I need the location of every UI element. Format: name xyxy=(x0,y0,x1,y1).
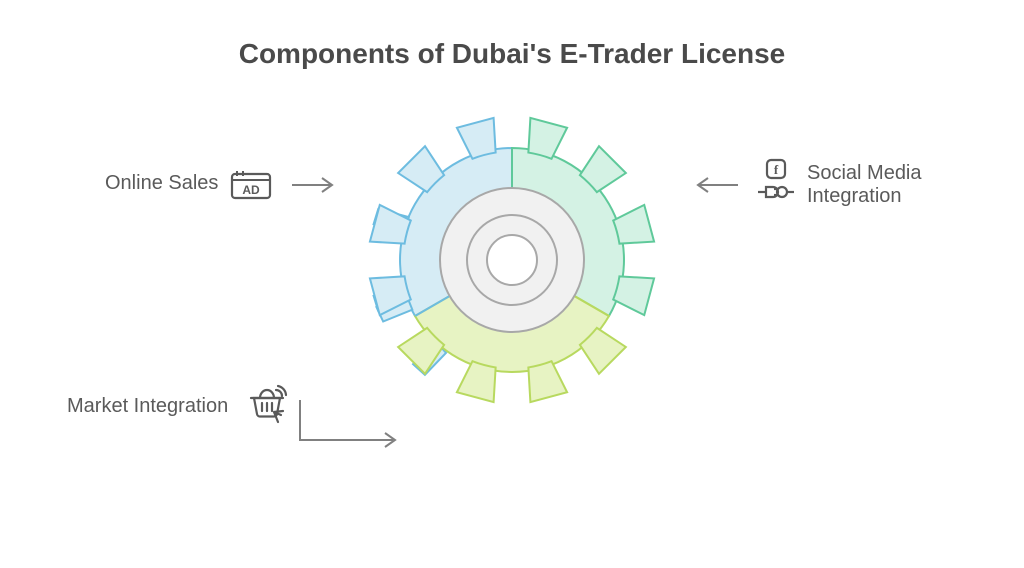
arrow-social xyxy=(690,175,740,195)
social-plug-icon: f xyxy=(758,158,794,208)
svg-text:AD: AD xyxy=(242,183,260,197)
shopping-basket-icon xyxy=(248,384,288,428)
ad-icon: AD xyxy=(230,168,272,200)
arrow-market xyxy=(298,398,408,468)
arrow-online xyxy=(290,175,340,195)
page-title: Components of Dubai's E-Trader License xyxy=(0,38,1024,70)
gear-diagram xyxy=(362,110,662,410)
label-social-media: Social Media Integration xyxy=(807,162,957,208)
label-market-integration: Market Integration xyxy=(67,395,228,418)
svg-text:f: f xyxy=(774,162,779,177)
gear-center xyxy=(487,235,537,285)
label-online-sales: Online Sales xyxy=(105,172,218,195)
